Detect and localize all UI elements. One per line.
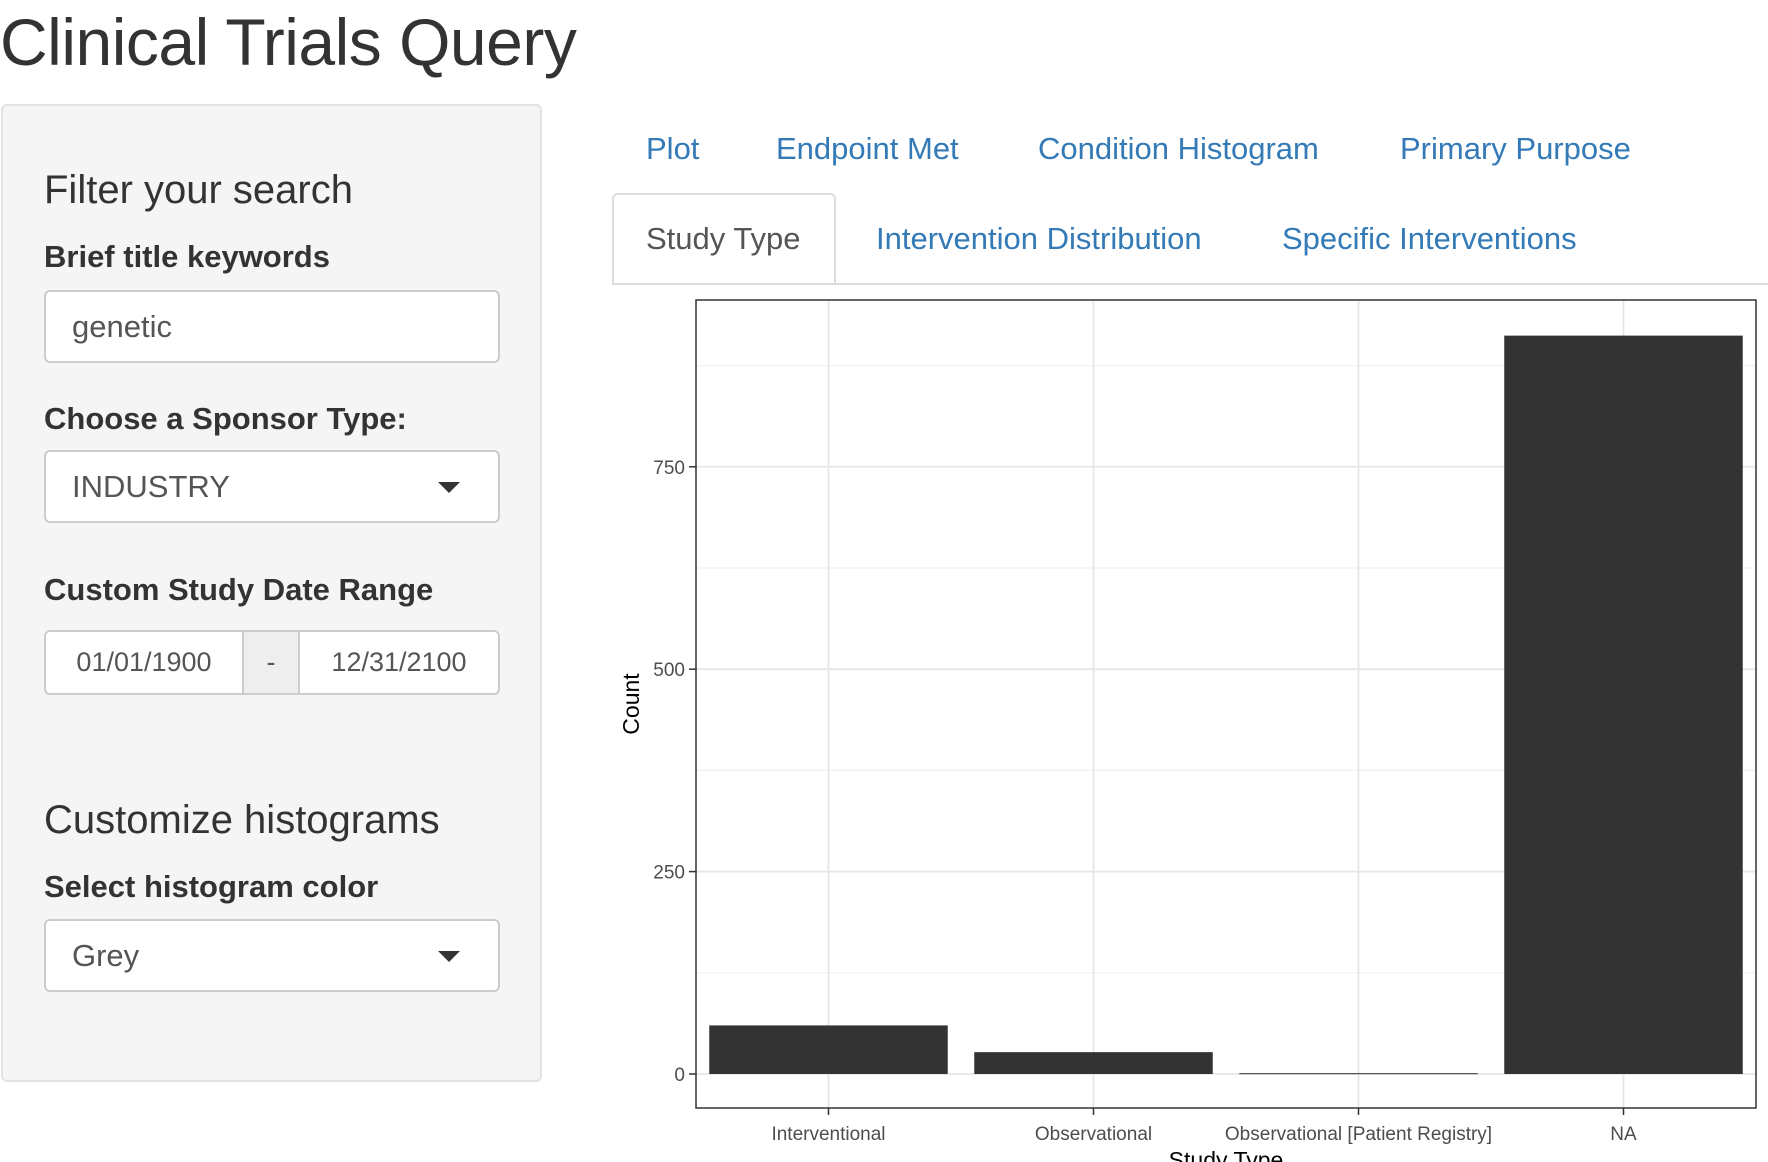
active-tab-frame xyxy=(612,193,836,285)
bar xyxy=(974,1052,1213,1074)
sponsor-select-value: INDUSTRY xyxy=(72,469,230,504)
app-title: Clinical Trials Query xyxy=(0,5,577,79)
tab-plot[interactable]: Plot xyxy=(646,131,700,166)
y-tick-label: 250 xyxy=(653,863,685,884)
chart-bars xyxy=(709,335,1743,1075)
keywords-input[interactable]: genetic xyxy=(44,290,500,363)
tab-condition-histogram[interactable]: Condition Histogram xyxy=(1038,131,1319,166)
sidebar-panel: Filter your search Brief title keywords … xyxy=(1,104,542,1082)
y-axis-title: Count xyxy=(618,673,644,735)
y-tick-label: 750 xyxy=(653,458,685,479)
tab-primary-purpose[interactable]: Primary Purpose xyxy=(1400,131,1631,166)
tab-study-type[interactable]: Study Type xyxy=(646,221,801,256)
date-start-input[interactable]: 01/01/1900 xyxy=(44,630,244,695)
x-axis-title: Study Type xyxy=(1169,1147,1284,1162)
y-tick-label: 0 xyxy=(674,1065,685,1086)
filter-heading: Filter your search xyxy=(44,168,353,212)
chevron-down-icon xyxy=(438,482,460,493)
date-end-input[interactable]: 12/31/2100 xyxy=(298,630,500,695)
keywords-label: Brief title keywords xyxy=(44,239,330,274)
date-range-label: Custom Study Date Range xyxy=(44,572,434,607)
bar xyxy=(1239,1073,1478,1075)
x-tick-label: Observational [Patient Registry] xyxy=(1225,1124,1492,1145)
bar xyxy=(1504,335,1743,1074)
sponsor-label: Choose a Sponsor Type: xyxy=(44,401,407,436)
y-tick-label: 500 xyxy=(653,660,685,681)
tab-intervention-distribution[interactable]: Intervention Distribution xyxy=(876,221,1202,256)
chevron-down-icon xyxy=(438,951,460,962)
x-tick-label: Observational xyxy=(1035,1124,1152,1145)
date-range-input: 01/01/1900 - 12/31/2100 xyxy=(44,630,500,695)
tab-endpoint-met[interactable]: Endpoint Met xyxy=(776,131,959,166)
x-tick-label: NA xyxy=(1610,1124,1637,1145)
tab-bar-divider xyxy=(612,283,1768,285)
study-type-bar-chart: 0 250 500 750 Interventional Observational Obs… xyxy=(618,299,1757,1162)
color-label: Select histogram color xyxy=(44,869,379,904)
chart-axes: 0 250 500 750 Interventional Observational Obs… xyxy=(653,458,1637,1145)
date-range-separator: - xyxy=(242,630,300,695)
sponsor-select[interactable]: INDUSTRY xyxy=(44,450,500,523)
bar xyxy=(709,1025,948,1074)
color-select[interactable]: Grey xyxy=(44,919,500,992)
tab-specific-interventions[interactable]: Specific Interventions xyxy=(1282,221,1577,256)
color-select-value: Grey xyxy=(72,938,140,973)
chart-panel-border xyxy=(695,299,1757,1109)
customize-heading: Customize histograms xyxy=(44,798,440,842)
x-tick-label: Interventional xyxy=(771,1124,885,1145)
